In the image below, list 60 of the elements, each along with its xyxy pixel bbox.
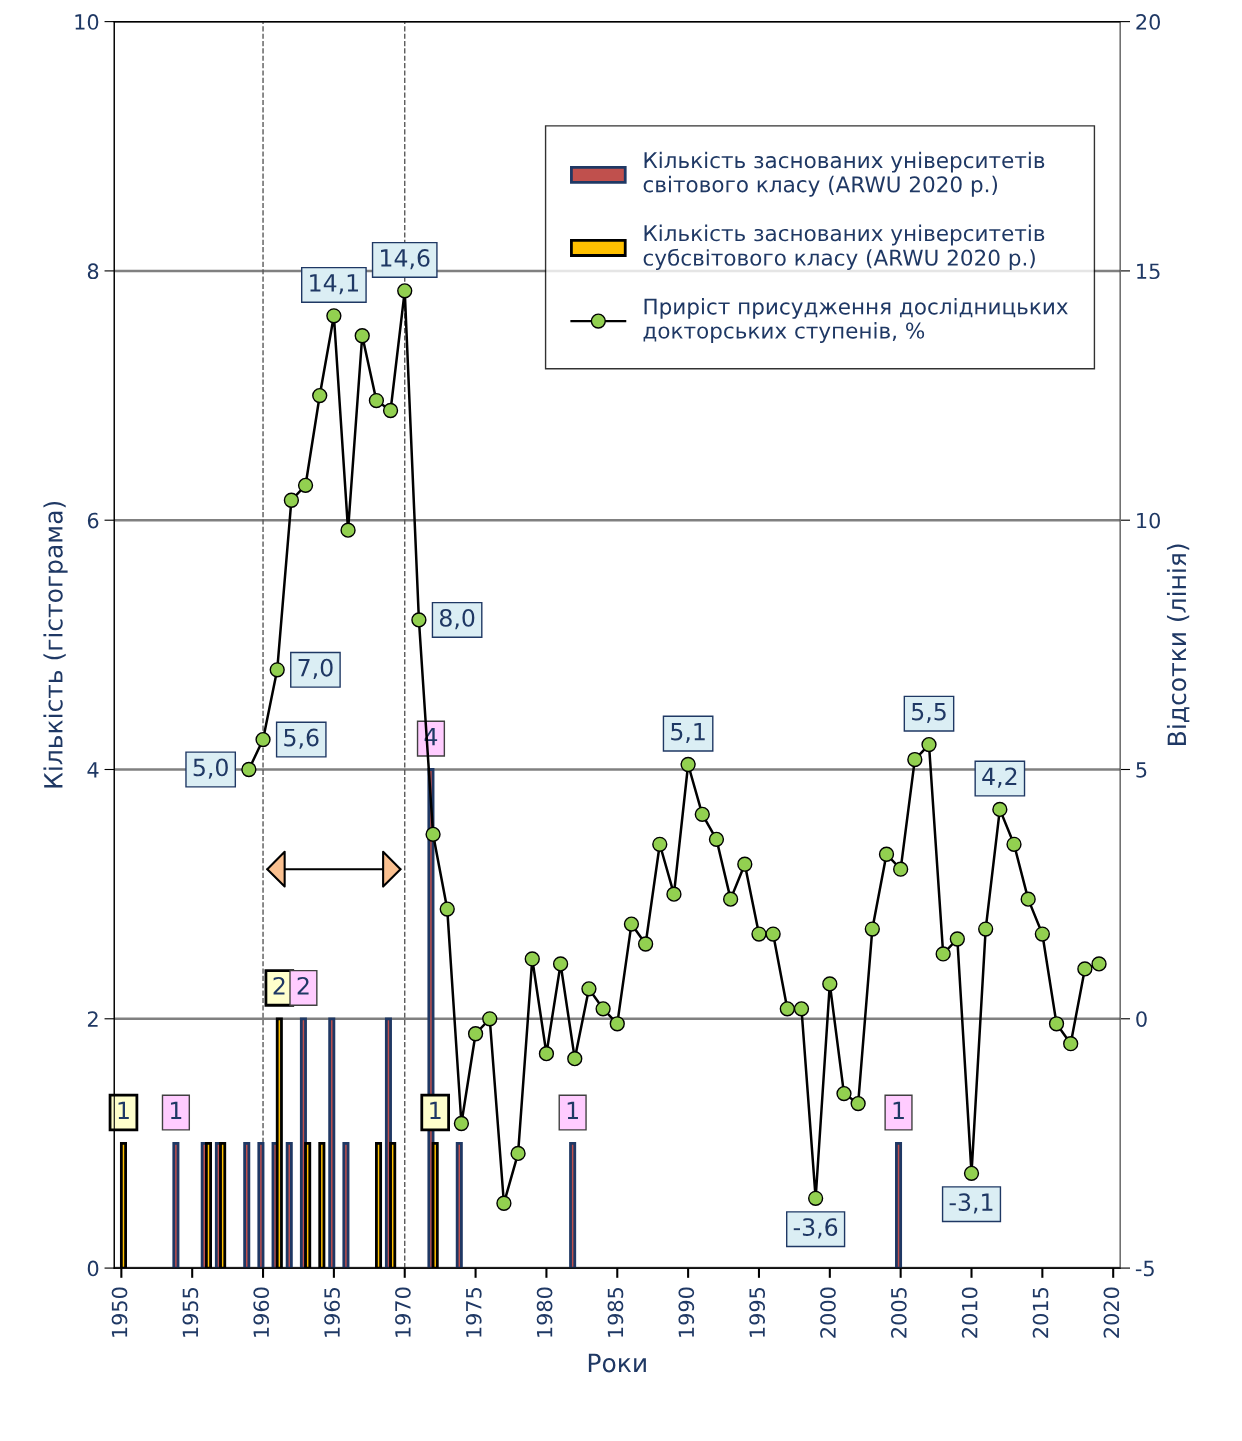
y-tick-label: 6: [87, 512, 99, 529]
y2-tick-label: 0: [1136, 1011, 1147, 1027]
annotation: 1: [170, 1101, 182, 1120]
data-label: 14,6: [381, 248, 430, 270]
x-tick-label: 1990: [678, 1287, 695, 1337]
y-axis-title: Кількість (гістограма): [43, 501, 68, 788]
y2-tick-label: -5: [1135, 1260, 1154, 1277]
x-tick-label: 2010: [961, 1287, 978, 1338]
y2-tick-label: 15: [1137, 263, 1160, 280]
data-label: 5,5: [912, 703, 946, 723]
x-tick-label: 1965: [324, 1287, 340, 1337]
x-tick-label: 1980: [536, 1287, 553, 1337]
x-tick-label: 2000: [820, 1287, 836, 1338]
legend-label: Приріст присудження дослідницьких докторських ступенів, %: [643, 297, 1068, 343]
x-tick-label: 1970: [395, 1287, 411, 1337]
y-tick-label: 4: [87, 762, 99, 778]
x-tick-label: 2015: [1032, 1287, 1049, 1338]
data-label: 5,6: [284, 728, 319, 749]
x-tick-label: 1985: [607, 1287, 624, 1337]
bar: [257, 1142, 265, 1269]
bar: [342, 1142, 350, 1269]
data-label: 7,0: [298, 658, 333, 680]
y2-tick-label: 10: [1137, 512, 1160, 529]
annotation: 1: [567, 1101, 578, 1120]
annotation: 2: [297, 976, 309, 995]
legend-label: Кількість заснованих університетів субсвітового класу (ARWU 2020 р.): [643, 224, 1045, 271]
y-tick-label: 2: [87, 1011, 98, 1027]
annotation: 1: [893, 1101, 904, 1120]
bar: [328, 1017, 336, 1269]
annotation: 1: [118, 1101, 129, 1120]
data-label: 5,0: [193, 758, 228, 779]
y-tick-label: 8: [87, 263, 99, 280]
legend-label: Кількість заснованих університетів світового класу (ARWU 2020 р.): [643, 151, 1045, 197]
data-label: 8,0: [439, 608, 475, 630]
data-label: 4,2: [982, 767, 1017, 788]
y-tick-label: 0: [87, 1260, 99, 1277]
bar: [455, 1142, 463, 1269]
x-tick-label: 1975: [465, 1287, 482, 1337]
bar: [172, 1142, 180, 1269]
y-tick-label: 10: [75, 14, 99, 30]
bar: [895, 1142, 903, 1269]
annotation: 2: [273, 976, 285, 995]
bar: [569, 1142, 577, 1269]
bar: [285, 1142, 293, 1269]
x-axis-title: Роки: [588, 1353, 646, 1373]
x-tick-label: 2005: [890, 1287, 907, 1338]
data-label: -3,6: [793, 1218, 838, 1239]
x-tick-label: 1950: [111, 1287, 128, 1337]
y2-tick-label: 20: [1136, 14, 1160, 30]
annotation: 1: [430, 1101, 441, 1120]
x-tick-label: 2020: [1103, 1287, 1120, 1338]
y2-axis-title: Відсотки (лінія): [1166, 544, 1190, 745]
x-tick-label: 1995: [749, 1287, 766, 1337]
data-label: 14,1: [310, 274, 358, 295]
y2-tick-label: 5: [1136, 762, 1147, 778]
bar: [243, 1142, 251, 1269]
data-label: -3,1: [949, 1193, 993, 1214]
x-tick-label: 1955: [182, 1287, 199, 1337]
x-tick-label: 1960: [253, 1287, 270, 1337]
data-label: 5,1: [671, 722, 705, 743]
